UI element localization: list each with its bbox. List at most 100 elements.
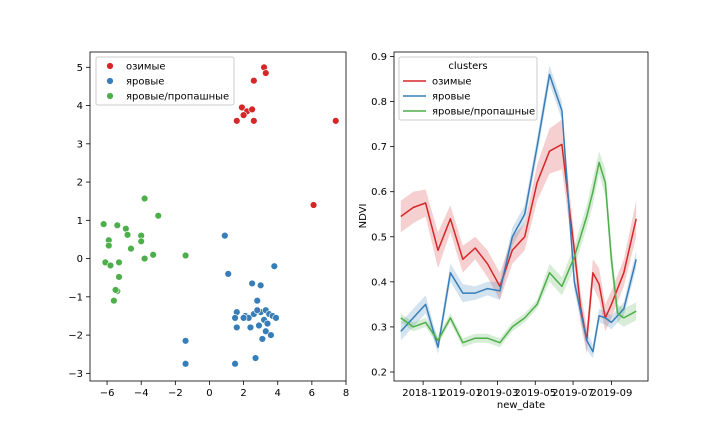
scatter-point [267,331,275,339]
scatter-point [233,323,241,332]
line-legend-frame [398,56,538,121]
scatter-y-tick-label: −3 [68,369,83,380]
scatter-point [248,105,256,114]
scatter-point [238,103,246,112]
scatter-point [253,296,261,305]
line-legend-title: clusters [448,61,487,72]
scatter-x-tick-label: 8 [343,388,349,399]
line-y-tick-label: 0.7 [371,142,387,153]
scatter-point [239,111,248,119]
line-panel: 2018-112019-012019-032019-052019-072019-… [358,51,649,411]
scatter-point [231,314,239,322]
scatter-point [115,273,123,281]
line-legend-label: яровые [432,92,470,103]
series-line [400,161,637,344]
scatter-point [332,117,340,125]
confidence-band [400,119,637,354]
scatter-point [258,335,267,343]
scatter-point [137,237,145,246]
line-x-axis-label: new_date [497,400,545,411]
scatter-point [113,221,122,229]
scatter-point [221,231,229,240]
scatter-point [181,360,190,368]
scatter-x-tick-label: 2 [240,388,246,399]
scatter-point [250,117,258,125]
scatter-point [309,201,318,209]
scatter-x-axis: −6 −4 −2 0 2 4 6 8 [100,381,349,399]
scatter-point [272,314,280,322]
scatter-x-tick-label: −6 [100,388,115,399]
scatter-point [105,241,113,250]
scatter-point [255,321,263,330]
line-y-tick-label: 0.6 [371,187,387,198]
line-y-tick-label: 0.4 [371,277,387,288]
scatter-x-tick-label: 4 [275,388,281,399]
confidence-bands [400,65,637,359]
line-x-tick-label: 2019-01 [440,388,482,399]
scatter-point [262,327,270,335]
scatter-point [224,270,232,278]
scatter-point [251,354,260,362]
line-legend-label: озимые [432,77,472,88]
line-x-tick-label: 2019-05 [514,388,556,399]
scatter-y-axis: −3 −2 −1 0 1 2 3 4 5 [68,63,90,380]
scatter-legend: озимые яровые яровые/пропашные [95,56,235,106]
scatter-y-tick-label: 2 [77,178,83,189]
line-y-tick-label: 0.3 [371,322,387,333]
scatter-point [239,314,248,322]
line-x-tick-label: 2019-09 [591,388,633,399]
scatter-y-tick-label: 4 [77,101,83,112]
scatter-y-tick-label: 5 [77,63,83,74]
scatter-point [256,281,265,290]
scatter-point [181,337,190,345]
scatter-point [246,323,255,332]
scatter-point [231,360,239,368]
confidence-band [400,65,637,359]
scatter-plot-frame [89,51,347,382]
scatter-panel: −6 −4 −2 0 2 4 6 8 −3 −2 −1 0 1 2 3 4 5 озимые яровые яро… [68,51,349,399]
line-y-axis: 0.2 0.3 0.4 0.5 0.6 0.7 0.8 0.9 [371,52,394,378]
line-x-tick-label: 2018-11 [402,388,444,399]
scatter-point [106,261,115,270]
scatter-point [122,225,130,233]
scatter-x-tick-label: −4 [134,388,149,399]
scatter-y-tick-label: 1 [77,216,83,227]
line-legend: clusters озимые яровые яровые/пропашные [398,56,538,121]
scatter-y-tick-label: −2 [68,331,83,342]
line-x-tick-label: 2019-07 [552,388,594,399]
scatter-legend-label: озимые [126,62,166,73]
line-x-axis: 2018-112019-012019-032019-052019-072019-… [402,381,632,399]
scatter-legend-label: яровые [126,77,164,88]
line-y-tick-label: 0.5 [371,232,387,243]
scatter-point [233,117,241,125]
scatter-point [253,306,261,314]
scatter-y-tick-label: −1 [68,292,83,303]
scatter-point [140,194,149,203]
series-line [400,73,637,353]
scatter-point [115,258,123,267]
scatter-point [99,220,108,228]
scatter-legend-marker [106,62,114,70]
scatter-point [250,76,258,85]
line-y-axis-label: NDVI [358,204,369,229]
line-y-tick-label: 0.9 [371,52,387,63]
series-line [400,143,637,342]
line-y-tick-label: 0.8 [371,97,387,108]
scatter-point [181,251,190,260]
scatter-legend-label: яровые/пропашные [126,92,229,103]
line-y-tick-label: 0.2 [371,367,387,378]
scatter-point [127,244,135,253]
scatter-legend-frame [95,56,235,106]
scatter-point [154,212,162,220]
series-lines [400,73,637,353]
scatter-point [149,251,157,259]
scatter-y-tick-label: 3 [77,139,83,150]
scatter-x-tick-label: −2 [168,388,183,399]
scatter-legend-marker [106,77,114,85]
scatter-point [123,231,132,239]
scatter-x-tick-label: 6 [309,388,315,399]
scatter-point [262,69,270,77]
scatter-point [140,254,149,263]
scatter-y-tick-label: 0 [77,254,83,265]
